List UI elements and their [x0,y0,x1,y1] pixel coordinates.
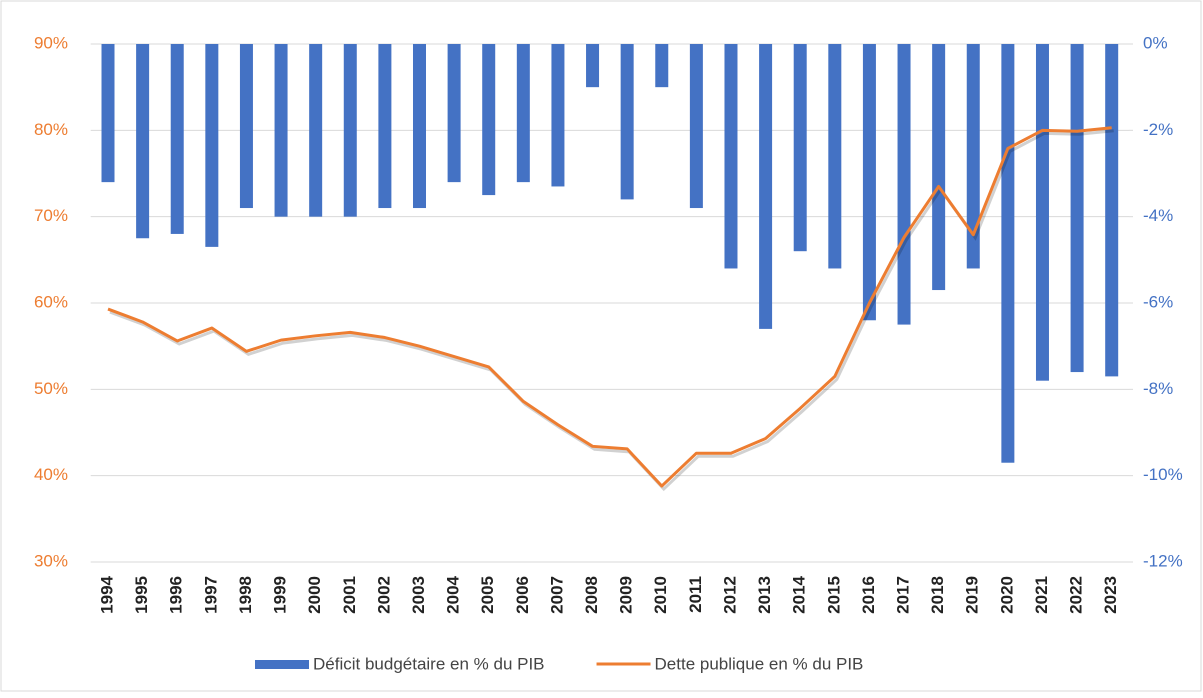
bar [1001,44,1015,463]
bar [551,44,565,187]
y-tick-label: 60% [34,292,68,311]
x-tick-label: 2016 [859,576,878,614]
bar [932,44,946,291]
bar [447,44,461,183]
y-tick-label: 90% [34,33,68,52]
x-tick-label: 2019 [963,576,982,614]
x-tick-label: 2002 [374,576,393,614]
y-tick-label: 70% [34,206,68,225]
legend-swatch [255,660,309,669]
x-tick-label: 2008 [582,576,601,614]
bar [136,44,150,239]
bar [724,44,738,269]
y2-tick-label: -8% [1143,379,1173,398]
bar [1105,44,1119,377]
legend-label: Dette publique en % du PIB [655,654,864,673]
bar [205,44,219,247]
x-tick-label: 1998 [236,576,255,614]
bar [828,44,842,269]
x-tick-label: 2005 [478,576,497,614]
x-tick-label: 2001 [340,576,359,614]
x-tick-label: 1997 [201,576,220,614]
x-tick-label: 2015 [824,576,843,614]
x-tick-label: 1996 [167,576,186,614]
bar [655,44,669,88]
y2-tick-label: -12% [1143,551,1183,570]
y2-tick-label: -6% [1143,292,1173,311]
y-tick-label: 80% [34,120,68,139]
bar [412,44,426,209]
legend-label: Déficit budgétaire en % du PIB [313,654,545,673]
bar [1070,44,1084,373]
x-tick-label: 2013 [755,576,774,614]
bar [586,44,600,88]
bar [689,44,703,209]
y2-tick-label: -2% [1143,120,1173,139]
y2-tick-label: -4% [1143,206,1173,225]
x-tick-label: 2017 [894,576,913,614]
x-tick-label: 2021 [1032,576,1051,614]
bar [966,44,980,269]
x-tick-label: 2003 [409,576,428,614]
x-tick-label: 1999 [271,576,290,614]
x-tick-label: 2022 [1067,576,1086,614]
bar [862,44,876,321]
bar [620,44,634,200]
bar [378,44,392,209]
bar [274,44,288,217]
bar [516,44,530,183]
line [107,126,1112,488]
bar [482,44,496,196]
x-tick-label: 2009 [617,576,636,614]
bar [170,44,184,234]
x-tick-label: 1995 [132,576,151,614]
y2-tick-label: 0% [1143,33,1168,52]
y-tick-label: 50% [34,379,68,398]
x-tick-label: 2010 [651,576,670,614]
x-tick-label: 2004 [444,575,463,613]
x-tick-label: 2012 [720,576,739,614]
x-tick-label: 2023 [1101,576,1120,614]
bar [343,44,357,217]
bar [309,44,323,217]
x-tick-label: 2006 [513,576,532,614]
x-tick-label: 2011 [686,576,705,613]
x-tick-label: 2007 [547,576,566,614]
x-tick-label: 2000 [305,576,324,614]
bar [793,44,807,252]
x-tick-label: 2014 [790,575,809,613]
y2-tick-label: -10% [1143,465,1183,484]
bar [759,44,773,329]
x-tick-label: 1994 [97,575,116,613]
x-tick-label: 2018 [928,576,947,614]
x-tick-label: 2020 [997,576,1016,614]
bar [897,44,911,325]
bar [239,44,253,209]
y-tick-label: 30% [34,551,68,570]
bar [101,44,115,183]
bar [1035,44,1049,381]
y-tick-label: 40% [34,465,68,484]
